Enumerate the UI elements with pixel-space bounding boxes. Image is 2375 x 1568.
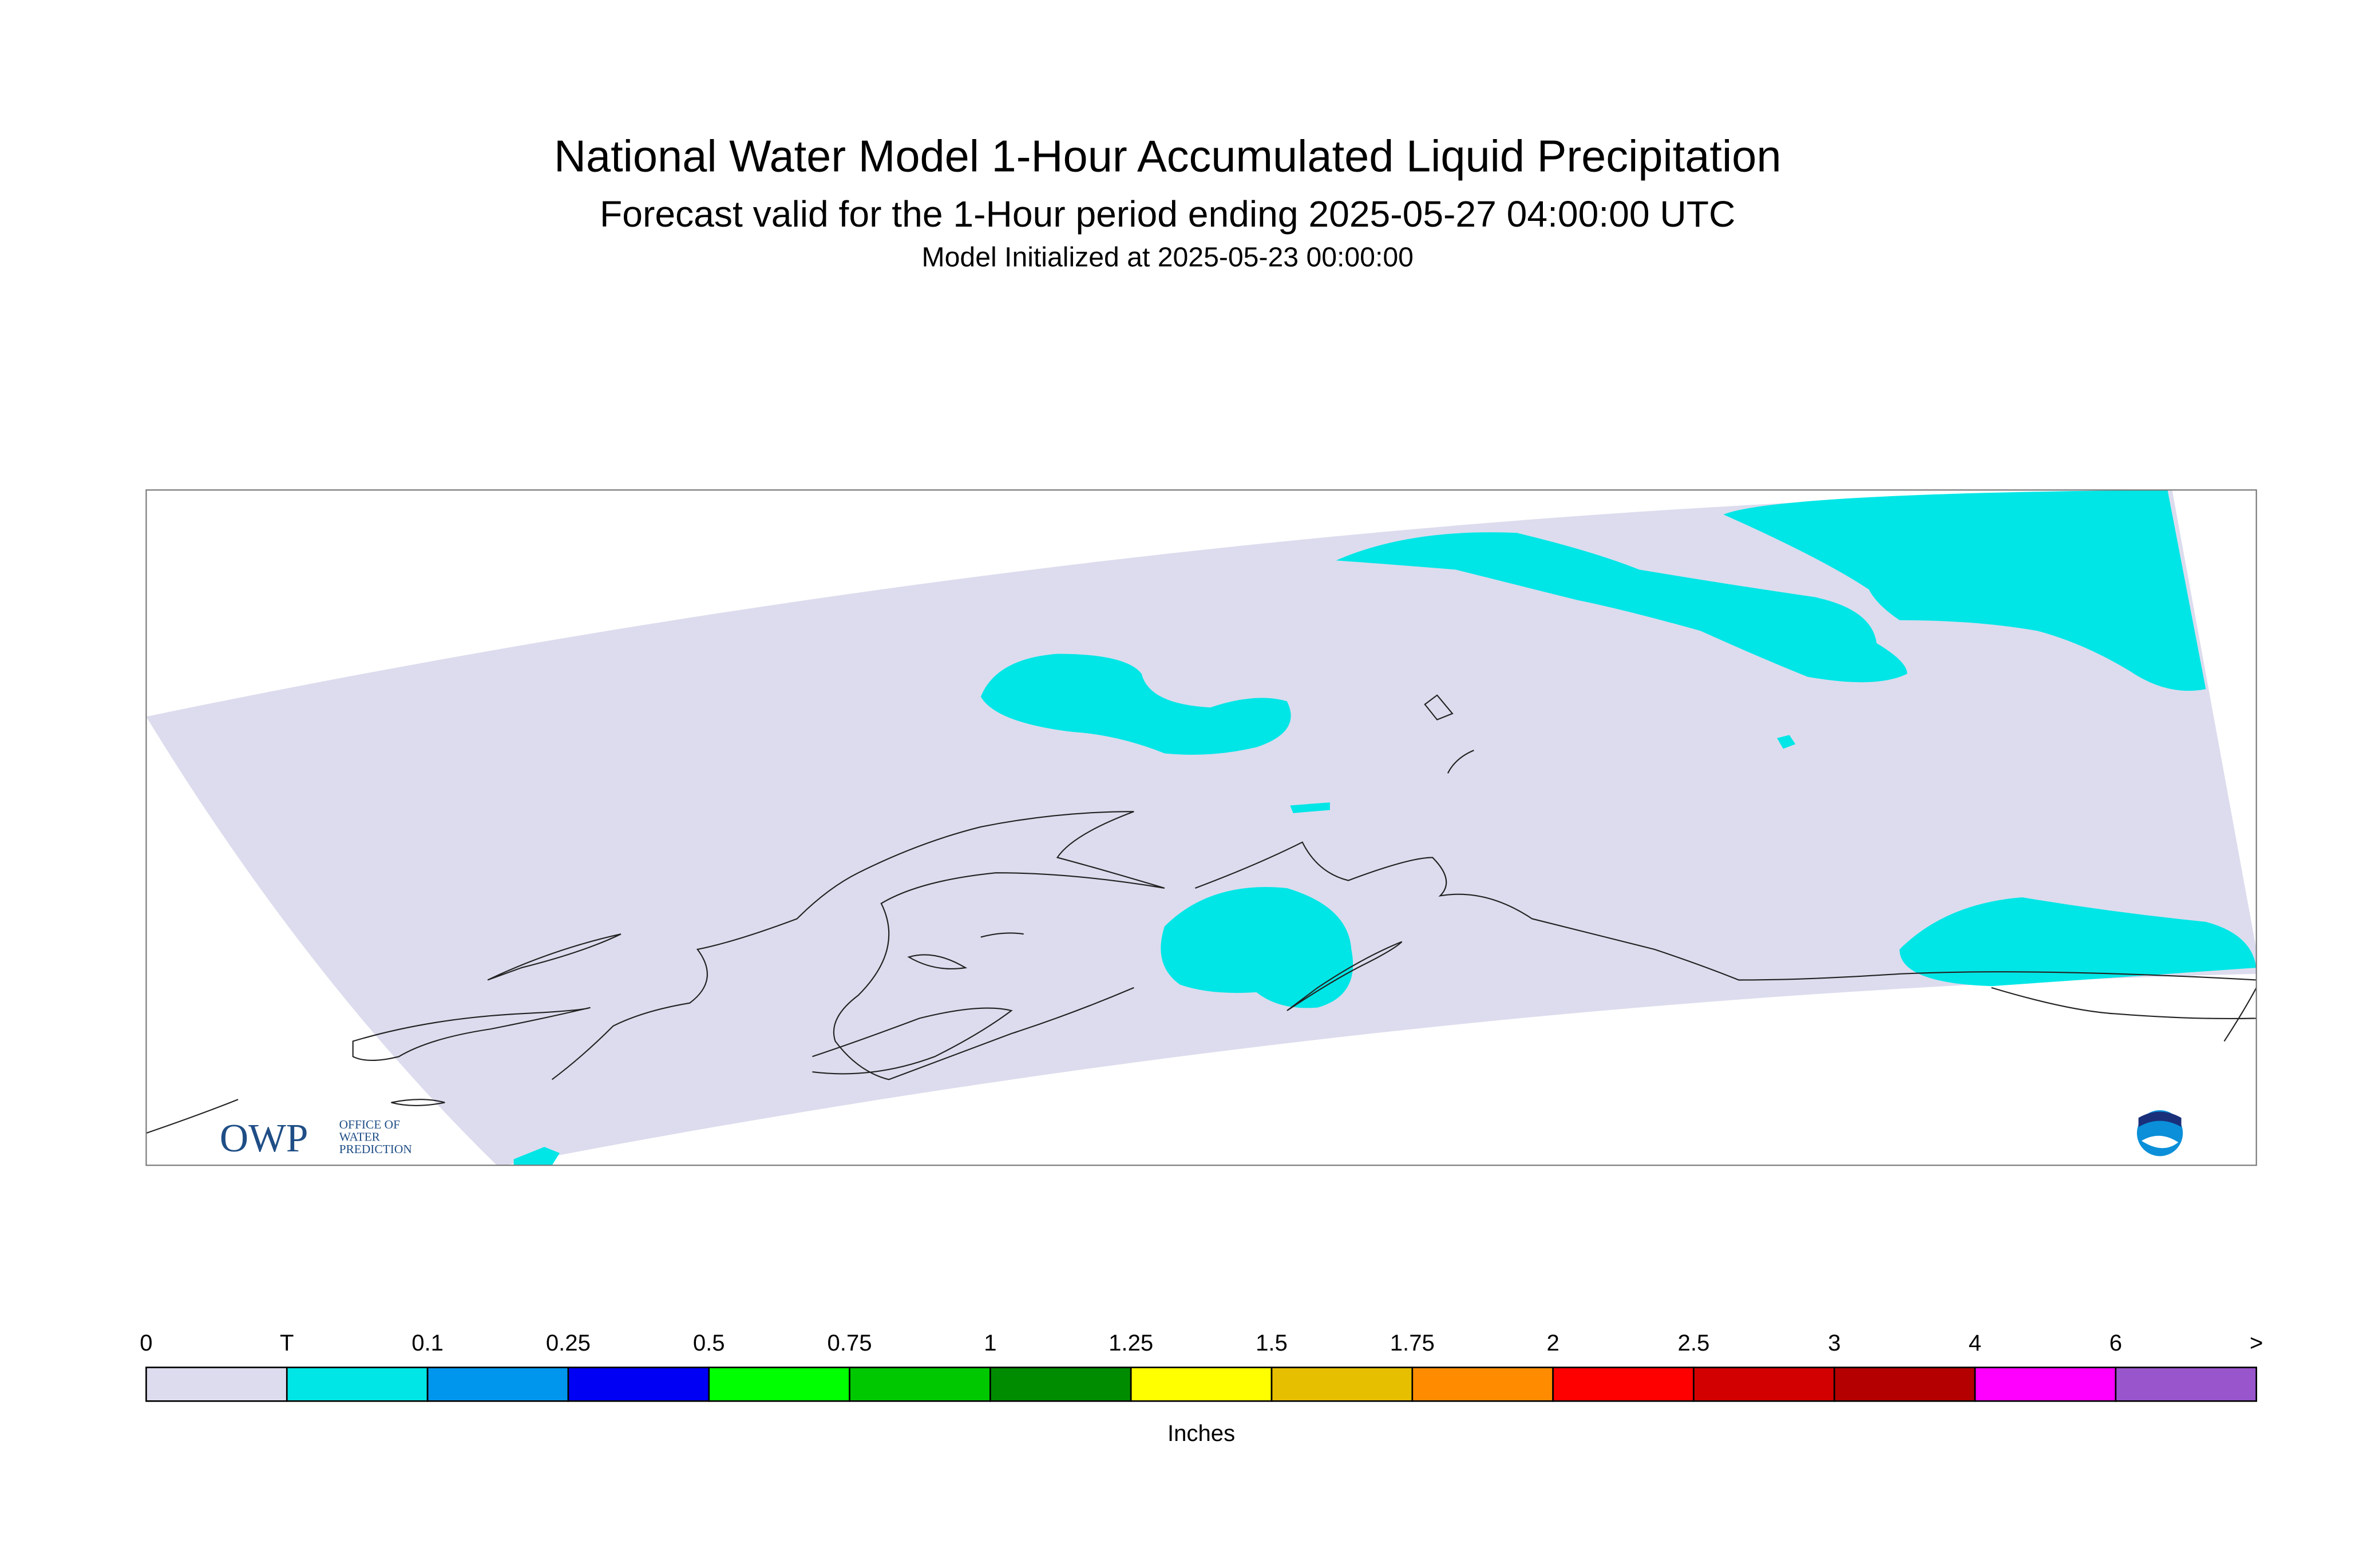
map: OWP OFFICE OF WATER PREDICTION bbox=[145, 489, 2257, 1166]
legend-swatch bbox=[1833, 1367, 1976, 1402]
legend-swatch bbox=[989, 1367, 1132, 1402]
legend-swatch bbox=[849, 1367, 991, 1402]
legend-label: 0.5 bbox=[693, 1330, 725, 1356]
legend-label: 0.25 bbox=[546, 1330, 591, 1356]
legend-swatch bbox=[426, 1367, 569, 1402]
precip-areas bbox=[513, 490, 2257, 1166]
legend-label: 0.1 bbox=[411, 1330, 444, 1356]
legend-unit: Inches bbox=[1167, 1420, 1235, 1446]
legend-swatch bbox=[1974, 1367, 2117, 1402]
legend-label: 1.75 bbox=[1390, 1330, 1435, 1356]
legend-label: 4 bbox=[1969, 1330, 1981, 1356]
legend-label: 1.25 bbox=[1109, 1330, 1153, 1356]
legend-swatch bbox=[1552, 1367, 1695, 1402]
legend-swatch bbox=[1693, 1367, 1835, 1402]
init-time: Model Initialized at 2025-05-23 00:00:00 bbox=[922, 242, 1414, 273]
model-domain bbox=[146, 490, 2257, 1166]
map-frame bbox=[145, 489, 2257, 1166]
logo-text: WATER bbox=[339, 1130, 381, 1143]
legend-label: 1 bbox=[984, 1330, 996, 1356]
legend-label: 1.5 bbox=[1256, 1330, 1288, 1356]
legend-swatch bbox=[708, 1367, 850, 1402]
legend-swatch bbox=[567, 1367, 710, 1402]
legend-label: T bbox=[280, 1330, 294, 1356]
legend-label: 0.75 bbox=[827, 1330, 872, 1356]
legend: 0 T 0.1 0.25 0.5 0.75 1 1.25 1.5 1.75 2 2.5 3 4 6 > Inch… bbox=[140, 1330, 2263, 1446]
legend-swatch bbox=[1270, 1367, 1414, 1402]
legend-label: 2 bbox=[1546, 1330, 1559, 1356]
legend-label: 3 bbox=[1828, 1330, 1840, 1356]
logo-owp: OWP bbox=[220, 1116, 308, 1161]
legend-swatch bbox=[2115, 1367, 2258, 1402]
legend-label: 0 bbox=[140, 1330, 152, 1356]
logo-text: OFFICE OF bbox=[339, 1118, 400, 1131]
title: National Water Model 1-Hour Accumulated … bbox=[554, 132, 1782, 181]
coastlines bbox=[146, 694, 2257, 1134]
legend-label: > bbox=[2250, 1330, 2263, 1356]
logo-text: PREDICTION bbox=[339, 1142, 412, 1156]
subtitle: Forecast valid for the 1-Hour period end… bbox=[600, 193, 1735, 235]
legend-label: 6 bbox=[2109, 1330, 2122, 1356]
legend-swatch bbox=[145, 1367, 288, 1402]
legend-swatch bbox=[1411, 1367, 1554, 1402]
legend-swatch bbox=[286, 1367, 429, 1402]
noaa-logo bbox=[2136, 1110, 2183, 1157]
legend-swatch bbox=[1130, 1367, 1273, 1402]
owp-logo: OWP OFFICE OF WATER PREDICTION bbox=[220, 1116, 412, 1161]
legend-label: 2.5 bbox=[1678, 1330, 1710, 1356]
